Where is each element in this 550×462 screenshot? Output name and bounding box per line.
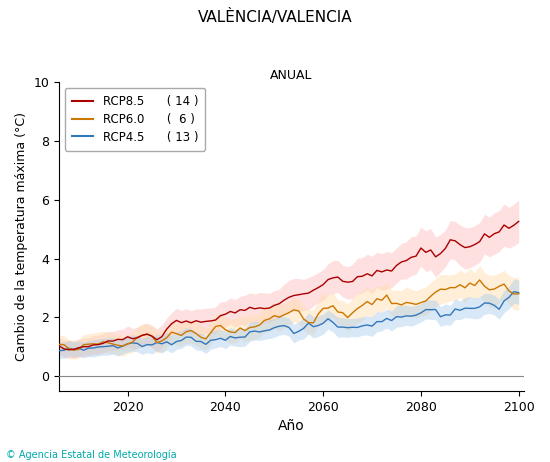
Title: ANUAL: ANUAL <box>270 69 312 82</box>
Legend: RCP8.5      ( 14 ), RCP6.0      (  6 ), RCP4.5      ( 13 ): RCP8.5 ( 14 ), RCP6.0 ( 6 ), RCP4.5 ( 13… <box>65 88 205 151</box>
X-axis label: Año: Año <box>278 419 305 433</box>
Text: VALÈNCIA/VALENCIA: VALÈNCIA/VALENCIA <box>197 9 353 25</box>
Text: © Agencia Estatal de Meteorología: © Agencia Estatal de Meteorología <box>6 449 176 460</box>
Y-axis label: Cambio de la temperatura máxima (°C): Cambio de la temperatura máxima (°C) <box>15 112 28 361</box>
